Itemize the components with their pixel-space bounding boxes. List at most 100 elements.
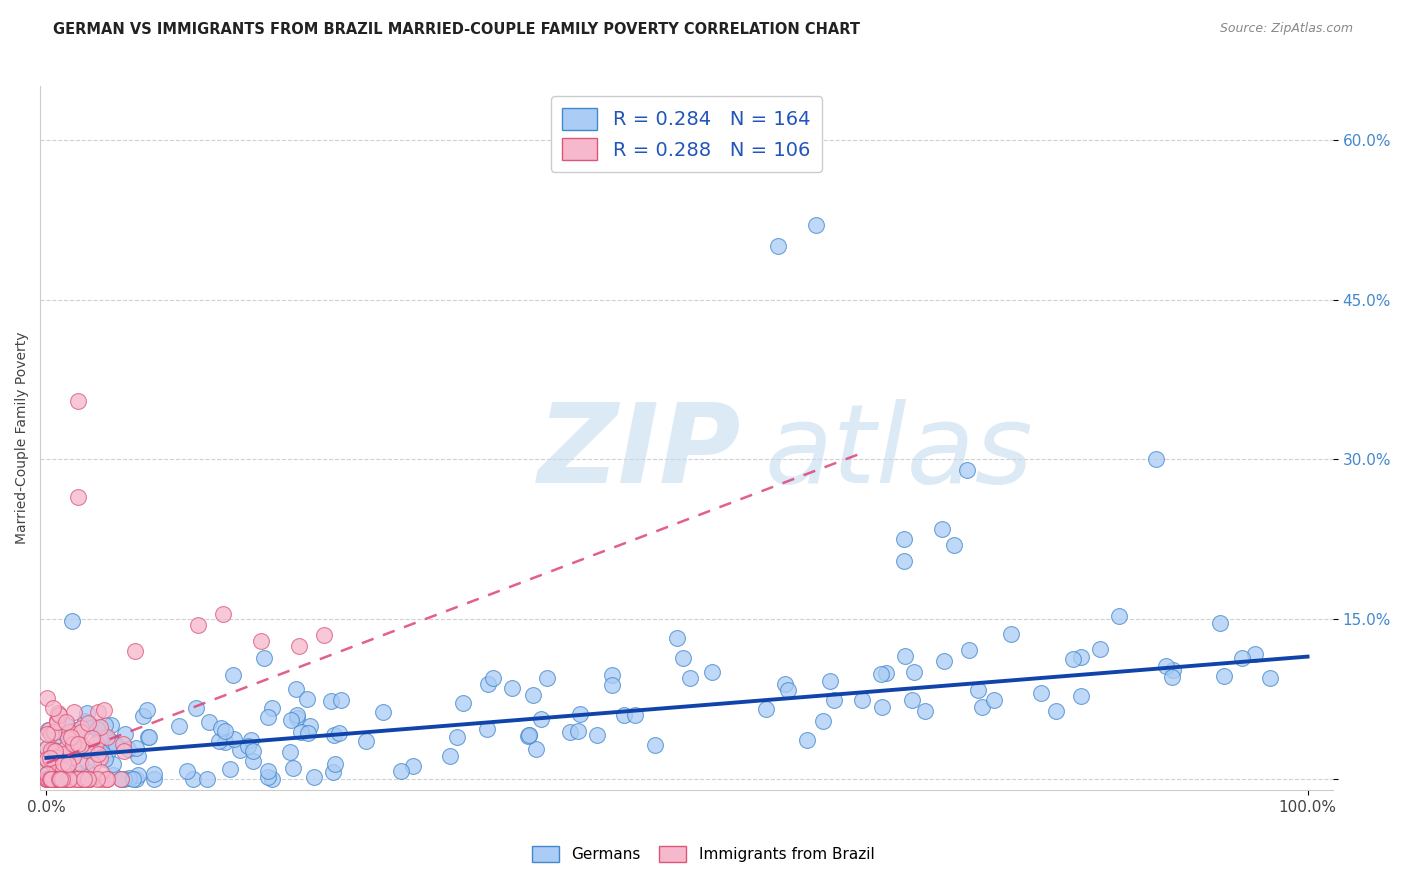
Point — [931, 522, 953, 536]
Point — [73, 772, 96, 787]
Point — [477, 677, 499, 691]
Point — [90, 764, 112, 779]
Point — [56, 731, 79, 745]
Point — [48, 708, 70, 723]
Point — [65, 772, 87, 787]
Point — [257, 764, 280, 779]
Y-axis label: Married-Couple Family Poverty: Married-Couple Family Poverty — [15, 332, 30, 544]
Point — [52, 756, 75, 770]
Point — [48, 706, 70, 720]
Point — [76, 764, 98, 778]
Point — [823, 693, 845, 707]
Point — [354, 734, 377, 748]
Point — [39, 772, 62, 787]
Point — [90, 772, 112, 787]
Point — [138, 730, 160, 744]
Point — [943, 538, 966, 552]
Point — [39, 772, 62, 787]
Point — [39, 771, 62, 785]
Point — [851, 693, 873, 707]
Point — [76, 706, 98, 721]
Point — [62, 749, 84, 764]
Point — [96, 747, 118, 761]
Point — [1031, 686, 1053, 700]
Point — [516, 729, 538, 743]
Point — [94, 730, 117, 744]
Point — [242, 754, 264, 768]
Point — [76, 772, 98, 787]
Point — [39, 772, 62, 787]
Point — [38, 723, 60, 738]
Point — [42, 752, 65, 766]
Point — [1230, 651, 1253, 665]
Point — [100, 718, 122, 732]
Point — [967, 683, 990, 698]
Point — [70, 722, 93, 736]
Point — [79, 719, 101, 733]
Point — [121, 772, 143, 787]
Point — [522, 688, 544, 702]
Point — [209, 721, 232, 735]
Point — [94, 772, 117, 787]
Point — [804, 218, 827, 232]
Point — [58, 772, 80, 787]
Point — [167, 719, 190, 733]
Point — [35, 772, 58, 786]
Point — [67, 772, 90, 787]
Point — [321, 694, 343, 708]
Point — [77, 715, 100, 730]
Point — [42, 743, 65, 757]
Point — [94, 752, 117, 766]
Point — [239, 733, 262, 747]
Point — [222, 731, 245, 746]
Point — [112, 744, 135, 758]
Point — [1161, 664, 1184, 678]
Point — [558, 725, 581, 739]
Point — [110, 772, 132, 787]
Point — [176, 764, 198, 778]
Point — [187, 617, 209, 632]
Point — [872, 700, 894, 714]
Point — [813, 714, 835, 728]
Point — [39, 727, 62, 741]
Point — [41, 753, 63, 767]
Point — [569, 707, 592, 722]
Point — [256, 710, 278, 724]
Point — [66, 772, 89, 787]
Point — [96, 772, 118, 787]
Point — [524, 742, 547, 756]
Point — [1154, 659, 1177, 673]
Point — [60, 730, 83, 744]
Point — [298, 719, 321, 733]
Point — [53, 747, 76, 762]
Point — [295, 691, 318, 706]
Point — [1000, 627, 1022, 641]
Point — [49, 753, 72, 767]
Point — [44, 772, 66, 787]
Point — [257, 770, 280, 784]
Point — [42, 747, 65, 761]
Point — [37, 772, 59, 787]
Point — [135, 703, 157, 717]
Point — [249, 633, 271, 648]
Point — [253, 650, 276, 665]
Text: GERMAN VS IMMIGRANTS FROM BRAZIL MARRIED-COUPLE FAMILY POVERTY CORRELATION CHART: GERMAN VS IMMIGRANTS FROM BRAZIL MARRIED… — [53, 22, 860, 37]
Point — [290, 725, 312, 739]
Point — [66, 727, 89, 741]
Point — [86, 772, 108, 787]
Point — [45, 772, 67, 787]
Point — [37, 753, 59, 767]
Point — [870, 666, 893, 681]
Point — [893, 554, 915, 568]
Point — [38, 772, 60, 787]
Point — [53, 749, 76, 764]
Point — [322, 728, 344, 742]
Point — [312, 628, 335, 642]
Point — [41, 772, 63, 787]
Point — [679, 671, 702, 685]
Point — [755, 702, 778, 716]
Point — [328, 725, 350, 739]
Point — [53, 772, 76, 787]
Point — [198, 715, 221, 730]
Point — [114, 727, 136, 741]
